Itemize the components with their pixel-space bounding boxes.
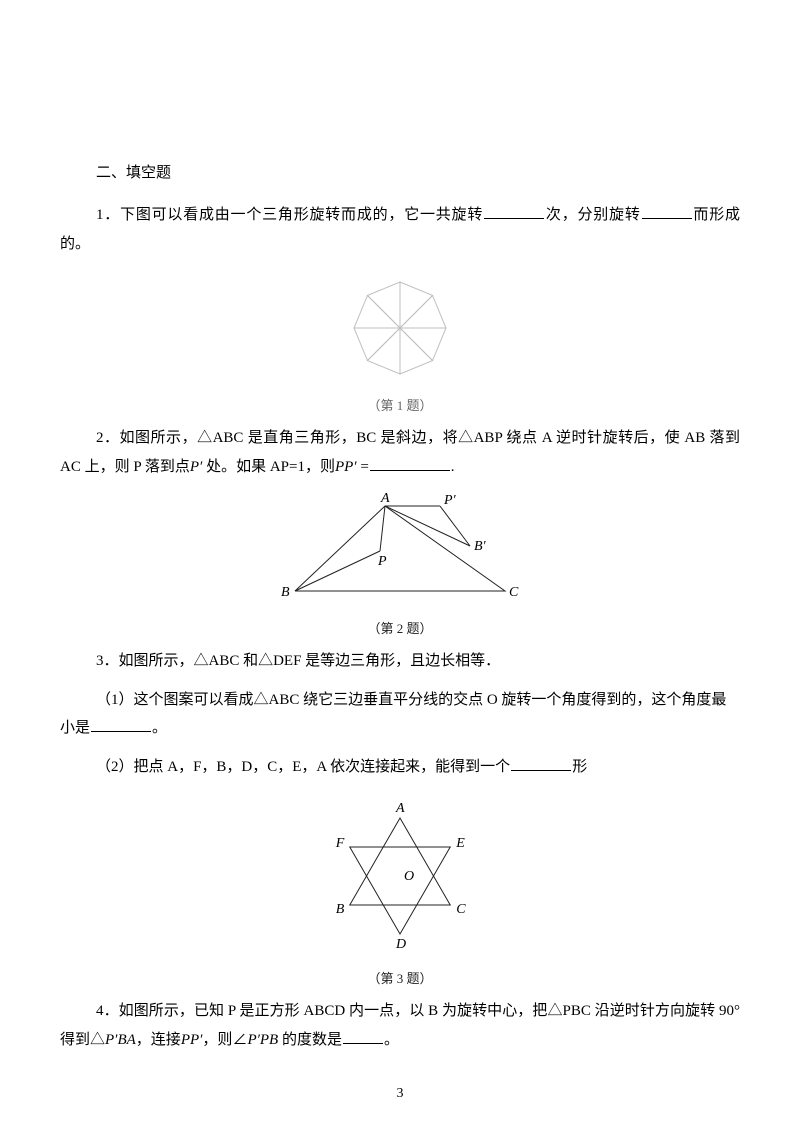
q2-text: 2．如图所示，△ABC 是直角三角形，BC 是斜边，将△ABP 绕点 A 逆时针… <box>60 424 740 481</box>
q3-blank-2 <box>511 755 571 771</box>
q1-figure: （第 1 题） <box>60 268 740 414</box>
q4-ppb: P′PB <box>247 1032 278 1048</box>
q4-text-e: 。 <box>384 1032 399 1048</box>
q4-text-b: ，连接 <box>136 1032 181 1048</box>
q3-sub1-b: 。 <box>152 720 167 736</box>
svg-text:B: B <box>336 902 345 917</box>
q1-text: 1．下图可以看成由一个三角形旋转而成的，它一共旋转次，分别旋转而形成的。 <box>60 201 740 258</box>
svg-text:D: D <box>395 937 406 952</box>
q1-prefix: 1．下图可以看成由一个三角形旋转而成的，它一共旋转 <box>96 207 483 223</box>
q2-pp-expr: PP′ <box>335 459 357 475</box>
q2-pprime1: P′ <box>190 459 202 475</box>
svg-text:O: O <box>404 869 414 884</box>
svg-text:C: C <box>509 585 519 600</box>
svg-text:B: B <box>281 585 290 600</box>
q1-blank-1 <box>484 203 544 219</box>
svg-text:A: A <box>380 491 390 506</box>
q3-sub2-b: 形 <box>572 759 587 775</box>
q3-caption: （第 3 题） <box>60 968 740 987</box>
q1-blank-2 <box>642 203 692 219</box>
svg-text:P′: P′ <box>443 493 457 508</box>
svg-text:P: P <box>377 554 387 569</box>
svg-text:B′: B′ <box>474 539 487 554</box>
q3-sub2: （2）把点 A，F，B，D，C，E，A 依次连接起来，能得到一个 形 <box>60 753 740 782</box>
q4-pba: P′BA <box>105 1032 136 1048</box>
q2-blank <box>370 455 450 471</box>
q3-sub1: （1）这个图案可以看成△ABC 绕它三边垂直平分线的交点 O 旋转一个角度得到的… <box>60 686 740 743</box>
q2-svg: A P′ B C P B′ <box>275 491 525 611</box>
svg-text:A: A <box>395 801 405 816</box>
q4-text: 4．如图所示，已知 P 是正方形 ABCD 内一点，以 B 为旋转中心，把△PB… <box>60 997 740 1054</box>
q2-text-c: = <box>360 459 368 475</box>
q3-sub2-a: （2）把点 A，F，B，D，C，E，A 依次连接起来，能得到一个 <box>96 759 510 775</box>
svg-text:C: C <box>456 902 466 917</box>
q1-svg <box>340 268 460 388</box>
q2-caption: （第 2 题） <box>60 618 740 637</box>
svg-text:F: F <box>335 836 345 851</box>
q3-text: 3．如图所示，△ABC 和△DEF 是等边三角形，且边长相等． <box>60 647 740 676</box>
q3-blank-1 <box>91 716 151 732</box>
q4-blank <box>343 1028 383 1044</box>
q4-pp: PP′ <box>181 1032 203 1048</box>
q4-text-d: 的度数是 <box>278 1032 342 1048</box>
q2-figure: A P′ B C P B′ （第 2 题） <box>60 491 740 637</box>
q3-figure: O A E C D B F （第 3 题） <box>60 791 740 987</box>
q3-svg: O A E C D B F <box>315 791 485 961</box>
page-number: 3 <box>0 1086 800 1102</box>
q2-text-d: . <box>451 459 455 475</box>
q1-caption: （第 1 题） <box>60 395 740 414</box>
q4-text-c: ，则∠ <box>202 1032 247 1048</box>
svg-text:E: E <box>455 836 465 851</box>
q1-mid: 次，分别旋转 <box>545 207 641 223</box>
page-content: 二、填空题 1．下图可以看成由一个三角形旋转而成的，它一共旋转次，分别旋转而形成… <box>0 0 800 1054</box>
section-header: 二、填空题 <box>96 160 740 187</box>
q2-text-b: 处。如果 AP=1，则 <box>206 459 335 475</box>
